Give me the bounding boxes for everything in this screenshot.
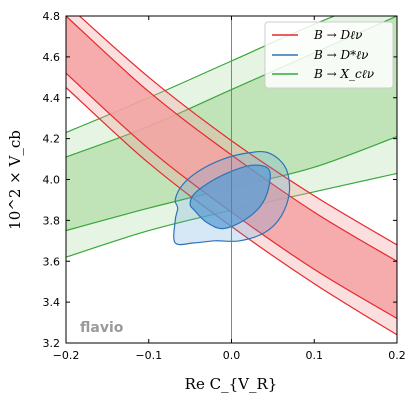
- y-tick-label: 3.6: [43, 255, 61, 268]
- y-tick-label: 4.2: [43, 133, 61, 146]
- y-tick-label: 3.8: [43, 214, 61, 227]
- contour-inner-bd: [189, 164, 271, 230]
- x-tick-label: 0.2: [388, 349, 406, 362]
- x-tick-label: 0.1: [306, 349, 324, 362]
- y-tick-label: 4.0: [43, 174, 61, 187]
- y-tick-label: 4.8: [43, 10, 61, 23]
- legend-label-bdlnu: B → Dℓν: [313, 28, 362, 42]
- y-tick-label: 3.2: [43, 337, 61, 350]
- y-tick-label: 4.6: [43, 51, 61, 64]
- legend-label-bdstarlnu: B → D*ℓν: [313, 48, 368, 62]
- y-tick-label: 4.4: [43, 92, 61, 105]
- legend-label-bxclnu: B → X_cℓν: [313, 67, 374, 81]
- watermark: flavio: [80, 320, 124, 336]
- legend: B → Dℓν B → D*ℓν B → X_cℓν: [264, 21, 394, 89]
- x-tick-label: 0.0: [223, 349, 241, 362]
- y-tick-label: 3.4: [43, 296, 61, 309]
- x-tick-label: −0.2: [53, 349, 80, 362]
- ticks-layer: −0.2 −0.1 0.0 0.1 0.2 3.2 3.4 3.6 3.8 4.0 4.2 4.4 4.…: [43, 10, 406, 362]
- x-axis-label: Re C_{V_R}: [185, 375, 278, 393]
- y-axis-label: 10^2 × V_cb: [6, 130, 24, 230]
- x-tick-label: −0.1: [135, 349, 162, 362]
- legend-box: [264, 21, 394, 89]
